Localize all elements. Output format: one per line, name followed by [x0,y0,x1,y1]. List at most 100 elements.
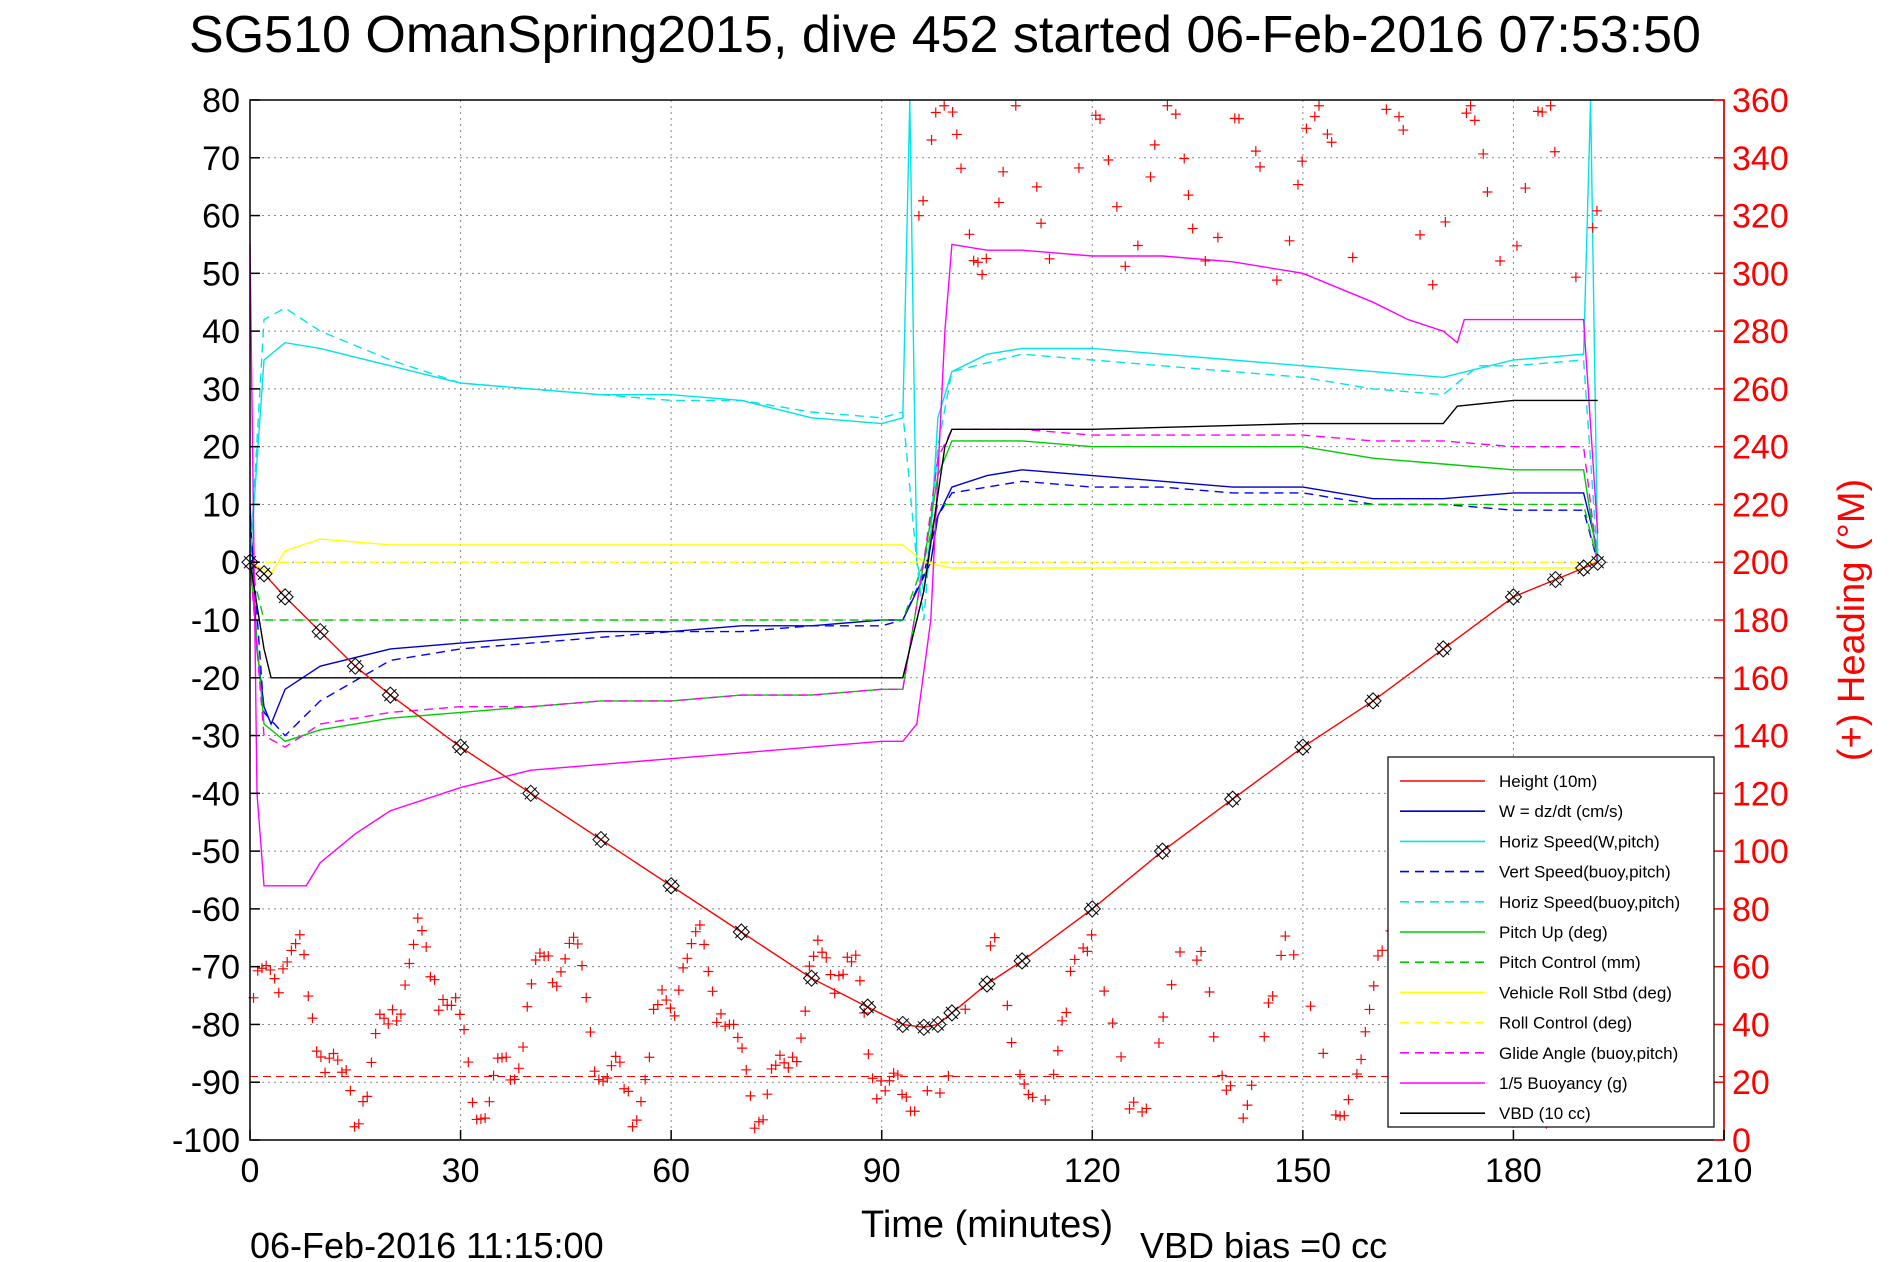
heading-point [1398,125,1409,136]
y2-axis-ticks: 3603403203002802602402202001801601401201… [1714,82,1789,1160]
heading-point [842,952,853,963]
height-marker [1153,842,1172,860]
y2-tick-label: 280 [1732,313,1789,351]
heading-point [715,1008,726,1019]
heading-point [939,100,950,111]
heading-point [560,953,571,964]
y-tick-label: -40 [191,775,240,813]
height-marker [1083,900,1101,918]
height-marker [1223,790,1242,808]
heading-point [871,1093,882,1104]
heading-point [1132,240,1143,251]
heading-point [922,1085,933,1096]
heading-point [303,991,314,1002]
heading-point [572,938,583,949]
heading-point [753,1116,764,1127]
heading-point [286,945,297,956]
y2-tick-label: 20 [1732,1064,1770,1102]
heading-point [770,1060,781,1071]
heading-point [1217,1070,1228,1081]
heading-point [1014,1069,1025,1080]
height-marker [1434,640,1452,658]
y2-tick-label: 140 [1732,718,1789,756]
heading-point [1570,272,1581,283]
x-axis-label: Time (minutes) [861,1204,1113,1246]
heading-point [623,1086,634,1097]
heading-point [909,1106,920,1117]
heading-point [1394,111,1405,122]
heading-point [1069,954,1080,965]
heading-point [1465,100,1476,111]
heading-point [1040,1094,1051,1105]
height-marker [802,969,821,987]
legend: Height (10m) W = dz/dt (cm/s) Horiz Speed(… [1387,756,1715,1128]
y-tick-label: -100 [172,1122,240,1160]
heading-point [475,1113,486,1124]
heading-point [884,1075,895,1086]
heading-point [395,1009,406,1020]
height-marker [255,565,273,583]
height-marker [522,784,540,803]
heading-point [989,932,1000,943]
y-tick-label: -70 [191,949,240,987]
legend-label-vbd-10-cc: VBD (10 cc) [1499,1104,1591,1123]
heading-point [1330,1110,1341,1121]
heading-point [930,107,941,118]
heading-point [324,1053,335,1064]
y-tick-label: 20 [202,429,240,467]
heading-point [277,963,288,974]
heading-point [513,1063,524,1074]
height-marker [592,830,610,849]
heading-point [787,1052,798,1063]
heading-point [1061,1007,1072,1018]
heading-point [1284,235,1295,246]
heading-point [1141,1103,1152,1114]
heading-point [336,1067,347,1078]
height-marker [1013,952,1031,970]
heading-point [1545,100,1556,111]
heading-point [972,257,983,268]
heading-point [387,1004,398,1015]
height-marker [662,877,680,895]
heading-point [467,1097,478,1108]
height-marker-layer [241,553,1607,1037]
height-marker [381,686,400,704]
heading-point [707,986,718,997]
y-tick-label: 10 [202,486,240,524]
heading-point [850,950,861,961]
heading-point [366,1057,377,1068]
heading-point [1427,279,1438,290]
y-tick-label: 40 [202,313,240,351]
height-marker [1364,692,1382,710]
legend-items: Height (10m) W = dz/dt (cm/s) Horiz Speed(… [1400,772,1680,1123]
heading-point [1343,1094,1354,1105]
heading-point [631,1115,642,1126]
legend-label-vehicle-roll-stbd-deg: Vehicle Roll Stbd (deg) [1499,983,1672,1002]
height-marker [929,1015,947,1034]
heading-point [374,1009,385,1020]
height-marker [858,998,877,1016]
heading-point [1511,240,1522,251]
heading-point [1276,950,1287,961]
heading-point [783,1062,794,1073]
heading-point [657,984,668,995]
heading-point [1238,1113,1249,1124]
heading-point [252,965,263,976]
y-tick-label: -30 [191,718,240,756]
x-tick-label: 60 [652,1152,690,1190]
legend-label-glide-angle-buoy-pitch: Glide Angle (buoy,pitch) [1499,1044,1678,1063]
heading-point [779,1057,790,1068]
series-line-horiz-speed-buoy-pitch [249,307,1599,621]
heading-point [880,1085,891,1096]
y-tick-label: -60 [191,891,240,929]
series-line-pitch-control-mm [249,503,1599,621]
heading-point [1347,252,1358,263]
heading-point [859,1007,870,1018]
heading-point [1301,123,1312,134]
heading-point [1533,106,1543,117]
y-tick-label: 70 [202,140,240,178]
heading-point [1124,1103,1135,1114]
series-line-1-5-buoyancy-g [249,243,1599,887]
height-marker [276,588,294,606]
